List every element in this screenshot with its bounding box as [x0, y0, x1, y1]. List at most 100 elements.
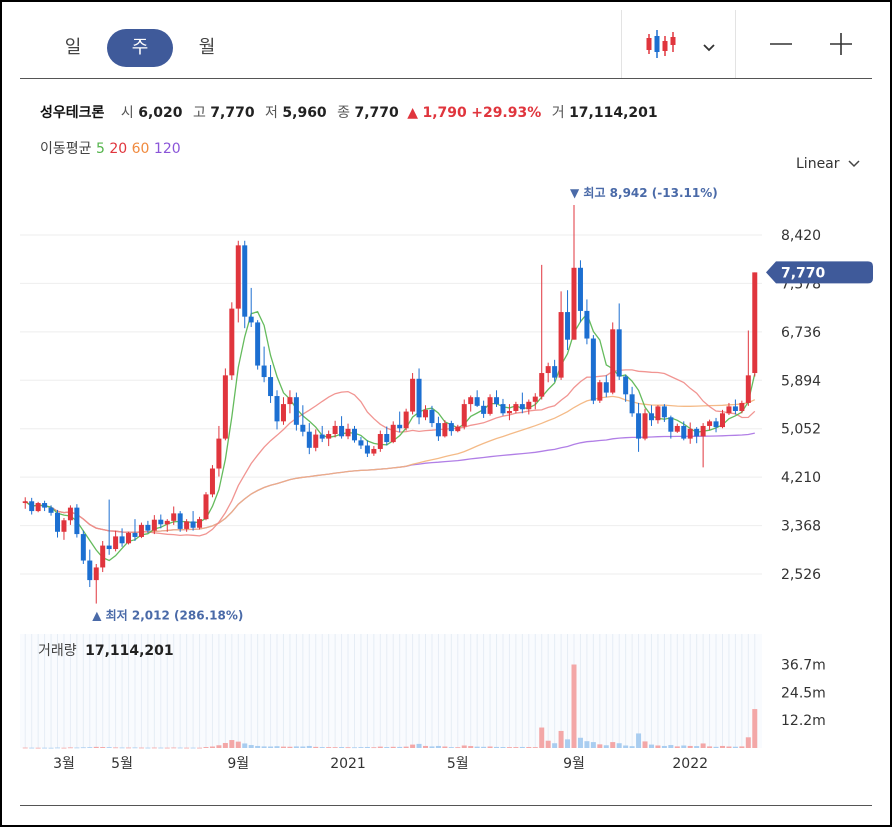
volume-bar	[681, 745, 687, 748]
volume-bar	[642, 741, 648, 748]
volume-bar	[687, 745, 693, 748]
volume-bar	[590, 742, 596, 748]
volume-bar	[745, 737, 751, 748]
candle-body	[184, 521, 190, 529]
candle-body	[158, 519, 164, 525]
candle-body	[22, 501, 28, 504]
volume-bar	[461, 745, 467, 748]
volume-bar	[80, 747, 86, 749]
volume-bar	[455, 747, 461, 749]
volume-series	[20, 634, 762, 749]
volume-bar	[339, 747, 345, 748]
volume-bar	[93, 746, 99, 748]
candle-body	[151, 519, 157, 531]
volume-bar	[648, 744, 654, 748]
price-tick-label: 8,420	[781, 228, 821, 244]
volume-bar	[448, 747, 454, 748]
plus-icon	[830, 33, 852, 55]
volume-bar	[487, 746, 493, 748]
volume-bar	[242, 743, 248, 748]
volume-bar	[190, 747, 196, 749]
volume-bar	[545, 740, 551, 748]
candle-body	[280, 404, 286, 422]
candle-body	[113, 536, 119, 550]
candle-body	[629, 394, 635, 414]
volume-bar	[203, 747, 209, 748]
volume-bar	[229, 740, 235, 748]
price-tick-label: 5,052	[781, 422, 821, 438]
volume-bar	[616, 743, 622, 748]
candle-body	[565, 312, 571, 340]
volume-bar	[48, 747, 54, 749]
candle-body	[726, 406, 732, 414]
volume-bar	[565, 739, 571, 748]
high-label: 고	[192, 105, 206, 121]
candle-body	[132, 532, 138, 537]
period-week-tab[interactable]: 주	[107, 29, 173, 67]
volume-bar	[119, 747, 125, 749]
chevron-down-icon	[703, 44, 715, 52]
volume-bar	[171, 747, 177, 749]
date-tick-label: 5월	[111, 756, 133, 772]
candle-body	[177, 513, 183, 529]
change-percent: +29.93%	[471, 105, 542, 121]
candle-body	[364, 445, 370, 454]
volume-bar	[61, 747, 67, 749]
period-day-tab[interactable]: 일	[64, 37, 82, 58]
volume-bar	[35, 747, 41, 749]
candle-body	[235, 245, 241, 309]
zoom-out-button[interactable]	[769, 29, 793, 66]
candle-body	[351, 428, 357, 441]
volume-bar	[358, 747, 364, 748]
stock-name: 성우테크론	[40, 105, 105, 121]
volume-bar	[713, 746, 719, 748]
volume-bar	[494, 746, 500, 748]
candle-body	[203, 494, 209, 520]
candle-body	[416, 378, 422, 418]
zoom-in-button[interactable]	[829, 29, 853, 66]
candle-body	[345, 428, 351, 437]
volume-bar	[132, 747, 138, 749]
candle-body	[61, 520, 67, 532]
volume-bar	[280, 746, 286, 748]
scale-selector[interactable]: Linear	[796, 156, 860, 172]
volume-label: 거	[551, 105, 565, 121]
candle-body	[745, 375, 751, 403]
candle-body	[423, 409, 429, 418]
candle-body	[358, 440, 364, 446]
candle-body	[674, 425, 680, 432]
candle-body	[474, 397, 480, 406]
chart-type-button[interactable]	[645, 28, 679, 67]
volume-bar	[287, 746, 293, 748]
candle-body	[577, 267, 583, 311]
candle-body	[713, 421, 719, 428]
candle-body	[145, 524, 151, 531]
candle-body	[455, 426, 461, 432]
chart-type-dropdown[interactable]	[703, 30, 715, 60]
volume-bar	[603, 745, 609, 748]
candle-body	[138, 524, 144, 537]
period-month-tab[interactable]: 월	[198, 37, 216, 58]
volume-bar	[326, 747, 332, 748]
candle-body	[55, 512, 61, 532]
ma5-legend: 5	[95, 141, 105, 157]
volume-bar	[100, 747, 106, 748]
volume-bar	[636, 733, 642, 748]
candle-body	[197, 519, 203, 528]
candle-body	[87, 560, 93, 581]
candle-body	[261, 365, 267, 378]
low-label: 저	[265, 105, 278, 121]
volume-bar	[390, 746, 396, 748]
volume-bar	[435, 745, 441, 748]
volume-bar	[184, 747, 190, 749]
volume-bar	[674, 746, 680, 748]
candle-body	[42, 503, 48, 508]
candle-body	[190, 521, 196, 528]
ma-legend-label: 이동평균	[40, 141, 92, 157]
volume-bar	[655, 745, 661, 748]
ma60-legend: 60	[131, 141, 150, 157]
volume-bar	[29, 747, 35, 749]
candle-body	[326, 434, 332, 439]
candle-body	[313, 434, 319, 448]
